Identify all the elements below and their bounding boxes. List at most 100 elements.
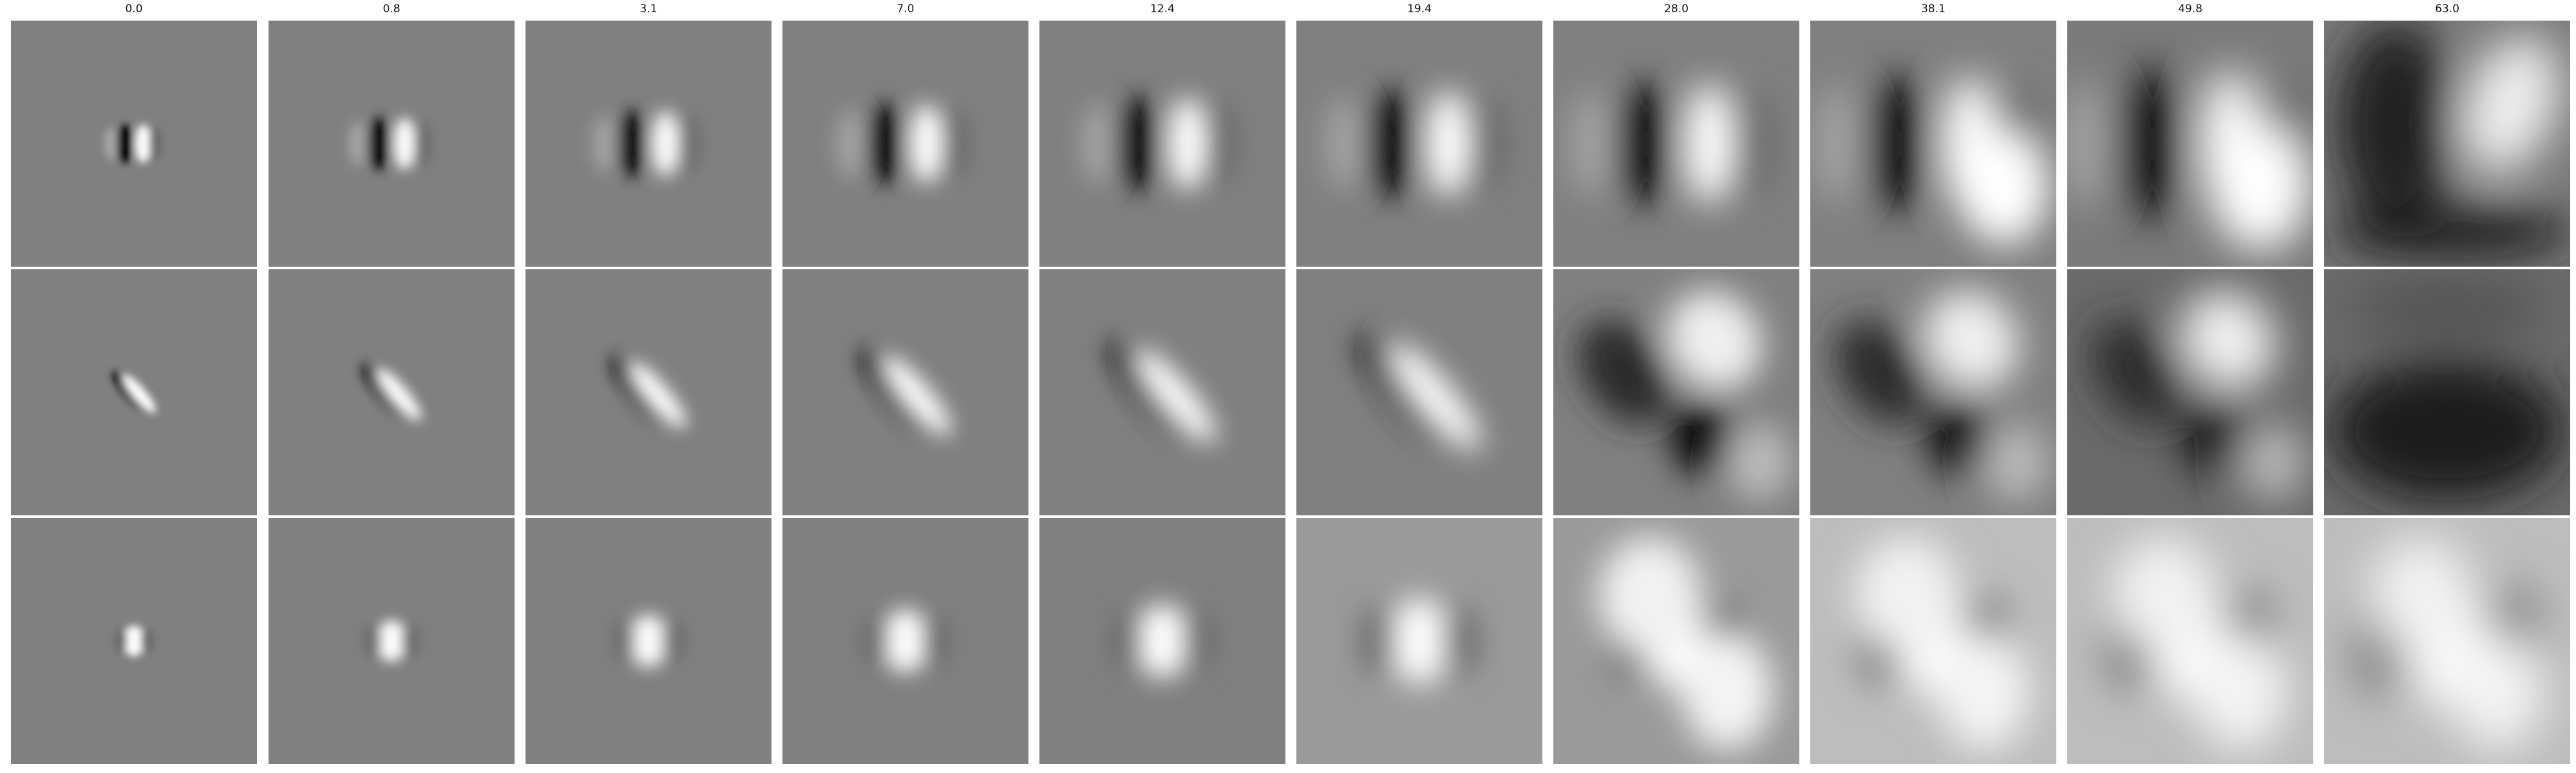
- image-tile: [782, 518, 1028, 764]
- filter-image: [269, 269, 515, 515]
- image-tile: [11, 21, 257, 267]
- intensity-blob: [2196, 634, 2286, 750]
- intensity-blob: [2092, 320, 2184, 425]
- intensity-blob: [1734, 91, 1775, 196]
- intensity-blob: [1939, 634, 2029, 750]
- intensity-blob: [2369, 537, 2472, 653]
- intensity-blob: [1360, 605, 1396, 677]
- intensity-blob: [2337, 21, 2453, 227]
- intensity-blob: [677, 115, 701, 173]
- intensity-blob: [652, 110, 679, 177]
- intensity-blob: [1870, 76, 1924, 211]
- intensity-blob: [1388, 343, 1481, 450]
- intensity-blob: [1598, 537, 1701, 653]
- column-label: 12.4: [1150, 3, 1175, 15]
- filter-image: [11, 21, 257, 267]
- column-label: 63.0: [2435, 3, 2459, 15]
- filter-image: [526, 269, 772, 515]
- filter-image: [1810, 269, 2056, 515]
- intensity-blob: [2453, 634, 2543, 750]
- intensity-blob: [149, 127, 162, 160]
- filter-image: [1296, 518, 1542, 764]
- filter-image: [2324, 21, 2570, 267]
- filter-image: [1039, 518, 1285, 764]
- image-tile: [2324, 21, 2570, 267]
- filter-image: [1553, 21, 1799, 267]
- intensity-blob: [1667, 291, 1762, 390]
- intensity-blob: [1390, 598, 1448, 684]
- image-tile: [1296, 518, 1542, 764]
- image-tile: [11, 269, 257, 515]
- filter-image: [2067, 518, 2313, 764]
- intensity-blob: [1443, 605, 1479, 677]
- intensity-blob: [2331, 359, 2562, 501]
- intensity-blob: [401, 623, 420, 659]
- tile-background: [269, 21, 515, 267]
- intensity-blob: [2119, 69, 2180, 218]
- image-tile: [782, 269, 1028, 515]
- column-label: 7.0: [896, 3, 914, 15]
- intensity-blob: [662, 618, 685, 663]
- image-tile: [269, 269, 515, 515]
- filter-image: [1553, 269, 1799, 515]
- intensity-blob: [2211, 126, 2310, 251]
- intensity-blob: [862, 614, 889, 668]
- intensity-blob: [1369, 90, 1412, 198]
- intensity-blob: [117, 124, 133, 163]
- image-tile: [1039, 518, 1285, 764]
- image-tile: [2324, 518, 2570, 764]
- image-tile: [1039, 21, 1285, 267]
- image-tile: [1039, 269, 1285, 515]
- intensity-blob: [2462, 35, 2560, 173]
- image-tile: [782, 21, 1028, 267]
- tile-background: [782, 21, 1028, 267]
- intensity-blob: [2350, 276, 2543, 340]
- column-label: 19.4: [1407, 3, 1432, 15]
- intensity-blob: [1082, 103, 1114, 184]
- column-label: 38.1: [1921, 3, 1946, 15]
- intensity-blob: [140, 628, 154, 654]
- image-tile: [2324, 269, 2570, 515]
- image-tile: [269, 21, 515, 267]
- intensity-blob: [1929, 398, 1987, 475]
- intensity-blob: [1727, 424, 1792, 501]
- intensity-blob: [2112, 537, 2215, 653]
- intensity-blob: [1855, 537, 1958, 653]
- image-tile: [1296, 269, 1542, 515]
- tile-background: [1039, 21, 1285, 267]
- intensity-blob: [618, 110, 645, 177]
- intensity-blob: [882, 356, 951, 435]
- intensity-blob: [393, 117, 415, 170]
- filter-image: [1810, 518, 2056, 764]
- intensity-blob: [910, 104, 943, 184]
- image-tile: [11, 518, 257, 764]
- intensity-blob: [1619, 83, 1668, 204]
- intensity-blob: [922, 614, 949, 668]
- intensity-blob: [2241, 424, 2306, 501]
- intensity-blob: [2067, 79, 2110, 208]
- filter-image: [1296, 269, 1542, 515]
- intensity-blob: [1835, 320, 1927, 425]
- intensity-blob: [1815, 85, 1861, 202]
- intensity-blob: [884, 609, 927, 673]
- intensity-blob: [1984, 424, 2049, 501]
- intensity-blob: [122, 374, 156, 414]
- filter-image: [782, 518, 1028, 764]
- image-tile: [526, 21, 772, 267]
- image-tile: [1553, 269, 1799, 515]
- intensity-blob: [868, 104, 901, 184]
- intensity-blob: [1672, 398, 1730, 475]
- intensity-blob: [1685, 83, 1734, 204]
- intensity-blob: [1682, 634, 1772, 750]
- filter-image: [2324, 518, 2570, 764]
- intensity-blob: [1137, 603, 1188, 679]
- filter-image: [1553, 518, 1799, 764]
- filter-image: [269, 518, 515, 764]
- intensity-blob: [1470, 97, 1506, 191]
- filter-image: [526, 21, 772, 267]
- filter-image: [2067, 269, 2313, 515]
- image-tile: [1553, 21, 1799, 267]
- intensity-blob: [1327, 97, 1363, 191]
- image-tile: [526, 269, 772, 515]
